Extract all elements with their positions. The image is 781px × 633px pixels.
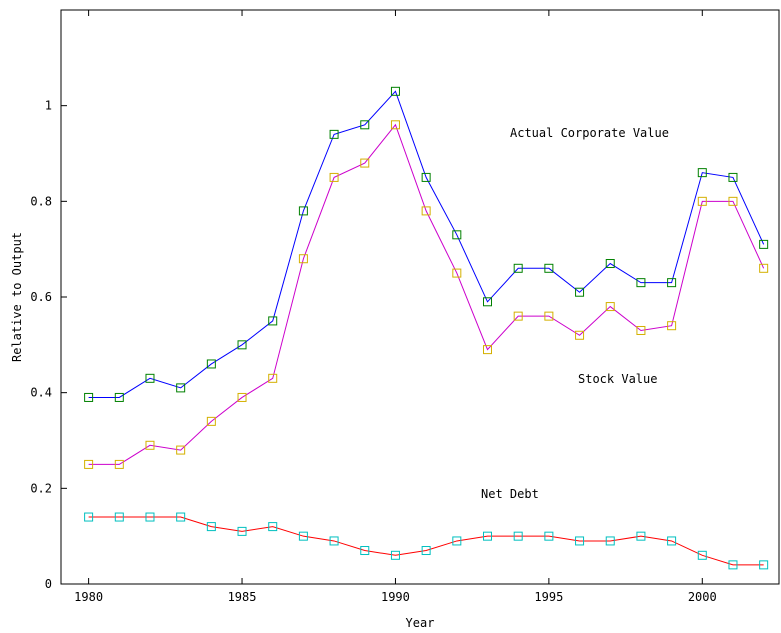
data-point-marker <box>513 263 523 273</box>
data-point-marker <box>390 86 400 96</box>
y-tick-label: 0.4 <box>30 386 52 400</box>
data-point-marker <box>176 445 186 455</box>
data-point-marker <box>84 512 94 522</box>
data-point-marker <box>575 536 585 546</box>
data-point-marker <box>390 550 400 560</box>
y-tick-label: 1 <box>45 99 52 113</box>
data-point-marker <box>667 321 677 331</box>
x-axis-label: Year <box>406 616 435 630</box>
data-point-marker <box>329 172 339 182</box>
data-point-marker <box>114 459 124 469</box>
x-tick-label: 1980 <box>74 590 103 604</box>
series-1 <box>84 86 769 402</box>
data-point-marker <box>360 546 370 556</box>
data-point-marker <box>452 536 462 546</box>
data-point-marker <box>421 172 431 182</box>
data-point-marker <box>145 373 155 383</box>
y-axis-ticks: 0 0.2 0.4 0.6 0.8 1 <box>30 99 67 591</box>
data-point-marker <box>206 522 216 532</box>
data-point-marker <box>237 392 247 402</box>
data-point-marker <box>298 254 308 264</box>
data-point-marker <box>728 196 738 206</box>
data-point-marker <box>483 531 493 541</box>
data-point-marker <box>206 359 216 369</box>
series-2 <box>84 120 769 469</box>
series-layer <box>84 86 769 570</box>
data-point-marker <box>390 120 400 130</box>
x-axis-ticks: 1980 1985 1990 1995 2000 <box>74 10 717 604</box>
data-point-marker <box>268 373 278 383</box>
data-point-marker <box>697 168 707 178</box>
data-point-marker <box>329 129 339 139</box>
y-tick-label: 0.2 <box>30 481 52 495</box>
annotation-actual-corporate-value: Actual Corporate Value <box>510 126 669 140</box>
data-point-marker <box>360 158 370 168</box>
data-point-marker <box>636 278 646 288</box>
data-point-marker <box>84 392 94 402</box>
data-point-marker <box>728 560 738 570</box>
data-point-marker <box>176 383 186 393</box>
data-point-marker <box>298 531 308 541</box>
data-point-marker <box>667 536 677 546</box>
data-point-marker <box>544 531 554 541</box>
series-line <box>88 123 765 465</box>
data-point-marker <box>452 230 462 240</box>
data-point-marker <box>360 120 370 130</box>
data-point-marker <box>206 416 216 426</box>
data-point-marker <box>759 560 769 570</box>
annotation-net-debt: Net Debt <box>481 487 539 501</box>
series-line <box>88 90 765 398</box>
data-point-marker <box>544 263 554 273</box>
x-tick-label: 1995 <box>534 590 563 604</box>
data-point-marker <box>667 278 677 288</box>
data-point-marker <box>605 259 615 269</box>
data-point-marker <box>114 512 124 522</box>
data-point-marker <box>421 546 431 556</box>
data-point-marker <box>605 536 615 546</box>
data-point-marker <box>483 297 493 307</box>
data-point-marker <box>145 440 155 450</box>
data-point-marker <box>329 536 339 546</box>
data-point-marker <box>145 512 155 522</box>
data-point-marker <box>84 459 94 469</box>
data-point-marker <box>575 330 585 340</box>
data-point-marker <box>237 340 247 350</box>
data-point-marker <box>421 206 431 216</box>
data-point-marker <box>513 311 523 321</box>
data-point-marker <box>605 302 615 312</box>
data-point-marker <box>452 268 462 278</box>
data-point-marker <box>298 206 308 216</box>
x-tick-label: 1990 <box>381 590 410 604</box>
data-point-marker <box>114 392 124 402</box>
data-point-marker <box>759 239 769 249</box>
x-tick-label: 2000 <box>688 590 717 604</box>
plot-area-frame <box>60 9 780 585</box>
x-tick-label: 1985 <box>228 590 257 604</box>
annotation-stock-value: Stock Value <box>578 372 657 386</box>
series-3 <box>84 512 769 570</box>
data-point-marker <box>268 522 278 532</box>
y-tick-label: 0.6 <box>30 290 52 304</box>
data-point-marker <box>544 311 554 321</box>
data-point-marker <box>759 263 769 273</box>
y-tick-label: 0 <box>45 577 52 591</box>
data-point-marker <box>636 325 646 335</box>
data-point-marker <box>237 526 247 536</box>
data-point-marker <box>268 316 278 326</box>
series-line <box>88 516 764 566</box>
y-axis-label: Relative to Output <box>10 232 24 362</box>
data-point-marker <box>483 345 493 355</box>
data-point-marker <box>176 512 186 522</box>
y-tick-label: 0.8 <box>30 194 52 208</box>
data-point-marker <box>697 196 707 206</box>
data-point-marker <box>728 172 738 182</box>
data-point-marker <box>636 531 646 541</box>
data-point-marker <box>697 550 707 560</box>
data-point-marker <box>513 531 523 541</box>
data-point-marker <box>575 287 585 297</box>
